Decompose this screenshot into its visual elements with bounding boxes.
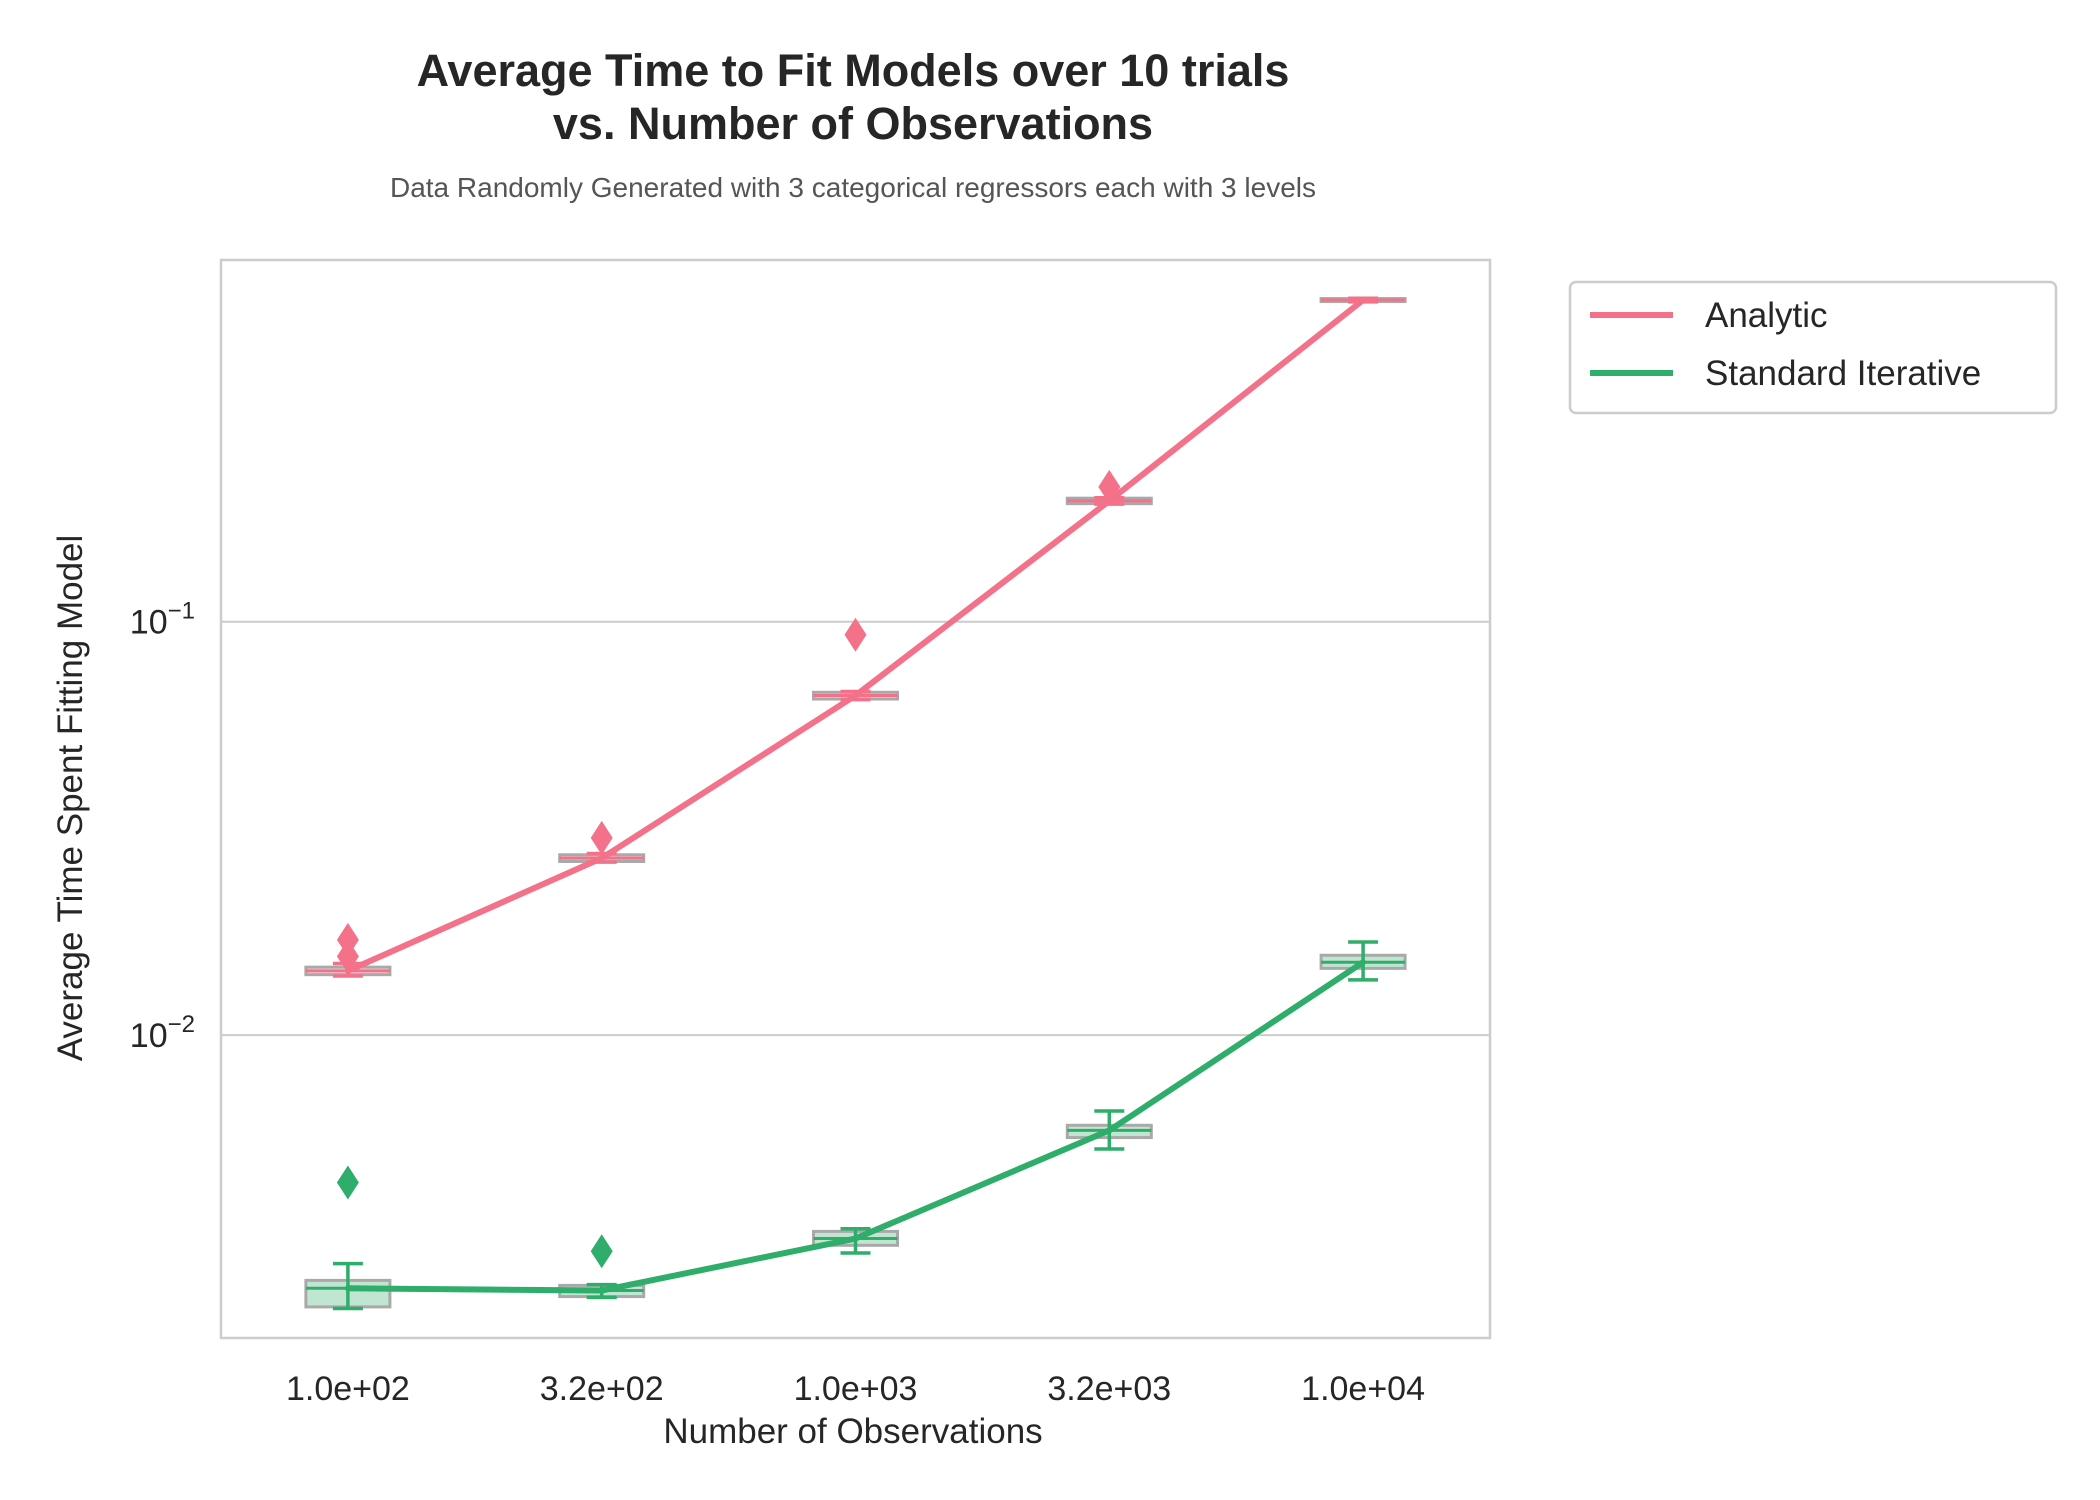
outlier-markers [336,469,1121,1269]
x-tick-label: 3.2e+03 [1047,1370,1171,1408]
x-tick-label: 3.2e+02 [540,1370,664,1408]
y-tick-labels: 10−1 10−2 [130,598,195,1055]
plot-frame [219,258,1492,1340]
chart-title-line-2: vs. Number of Observations [553,98,1153,149]
box-plots [304,296,1407,1311]
chart-title-line-1: Average Time to Fit Models over 10 trial… [417,45,1290,96]
series-line-analytic [344,297,1367,974]
x-axis-label: Number of Observations [663,1412,1042,1451]
outlier-analytic [844,617,867,652]
x-tick-label: 1.0e+02 [286,1370,410,1408]
y-tick-label: 10−2 [130,1011,195,1055]
legend: Analytic Standard Iterative [1568,280,2058,415]
x-tick-labels: 1.0e+02 3.2e+02 1.0e+03 3.2e+03 1.0e+04 [286,1370,1425,1408]
y-axis-label: Average Time Spent Fitting Model [51,535,90,1062]
grid-lines [221,620,1490,1037]
series-line-standard-iterative [344,959,1367,1294]
legend-label-standard-iterative: Standard Iterative [1705,354,1981,393]
chart-subtitle: Data Randomly Generated with 3 categoric… [390,172,1316,203]
outlier-standard-iterative [590,1234,613,1269]
outlier-analytic [1098,469,1121,504]
x-tick-label: 1.0e+03 [794,1370,918,1408]
outlier-analytic [336,922,359,957]
legend-frame [1568,280,2058,415]
legend-label-analytic: Analytic [1705,296,1828,335]
outlier-analytic [590,820,613,855]
x-tick-label: 1.0e+04 [1301,1370,1425,1408]
y-tick-label: 10−1 [130,598,195,642]
series-lines [344,297,1367,1294]
outlier-standard-iterative [336,1165,359,1200]
